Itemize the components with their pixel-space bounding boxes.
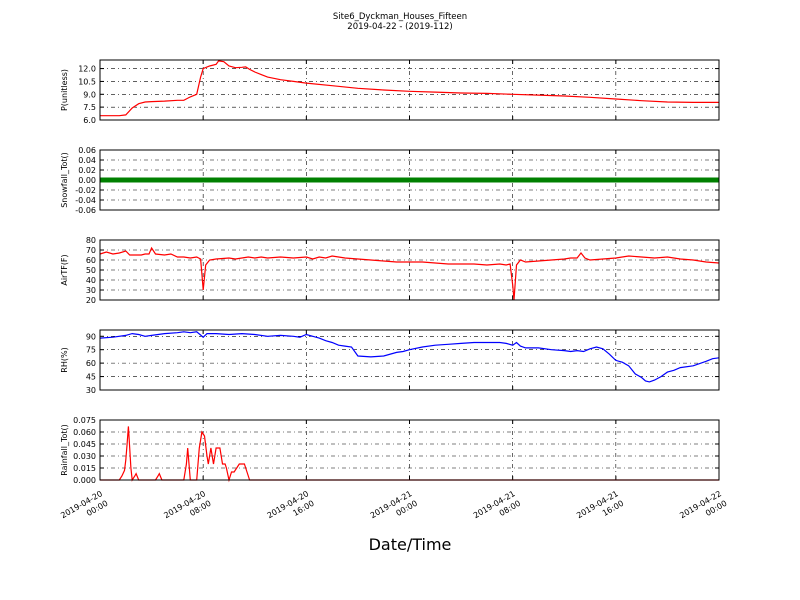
y-axis-label: Rainfall_Tot() xyxy=(60,424,69,476)
y-tick-label: 0.015 xyxy=(73,464,96,473)
y-tick-label: 50 xyxy=(86,266,96,275)
y-tick-label: -0.06 xyxy=(75,206,96,215)
panel-frame xyxy=(99,149,720,211)
y-tick-label: 30 xyxy=(86,386,96,395)
y-tick-label: 45 xyxy=(86,373,96,382)
y-tick-label: 12.0 xyxy=(78,65,96,74)
y-tick-label: 7.5 xyxy=(83,103,96,112)
y-tick-label: 0.075 xyxy=(73,416,96,425)
y-tick-label: -0.04 xyxy=(75,196,96,205)
panel-5: 0.000 0.015 0.030 0.045 0.060 0.075 Rainfall_T… xyxy=(60,416,720,485)
panel-frame xyxy=(99,329,720,391)
y-axis-label: P(unitless) xyxy=(60,69,69,111)
panel-frame xyxy=(99,419,720,481)
y-tick-label: 0.045 xyxy=(73,440,96,449)
y-tick-label: 9.0 xyxy=(83,90,96,99)
y-axis-label: AirTF(F) xyxy=(60,254,69,285)
y-tick-label: 60 xyxy=(86,359,96,368)
chart-title: Site6_Dyckman_Houses_Fifteen xyxy=(333,12,467,22)
panel-2: -0.06-0.04-0.020.000.020.040.06 Snowfall_… xyxy=(60,146,720,215)
y-tick-label: 30 xyxy=(86,286,96,295)
y-tick-label: 0.02 xyxy=(78,166,96,175)
series-line xyxy=(100,60,719,117)
y-axis-label: RH(%) xyxy=(60,347,69,372)
y-tick-label: 40 xyxy=(86,276,96,285)
y-tick-label: 10.5 xyxy=(78,77,96,86)
chart-panels: 6.0 7.5 9.0 10.5 12.0 P(unitless) -0.06-0.04-0… xyxy=(60,59,720,485)
x-axis-label: Date/Time xyxy=(369,535,452,554)
y-tick-label: 0.00 xyxy=(78,176,96,185)
panel-frame xyxy=(99,59,720,121)
y-tick-label: 70 xyxy=(86,246,96,255)
panel-frame xyxy=(99,239,720,301)
y-tick-label: 0.060 xyxy=(73,428,96,437)
y-tick-label: 0.000 xyxy=(73,476,96,485)
y-tick-label: 0.04 xyxy=(78,156,96,165)
series-line xyxy=(99,331,720,383)
y-tick-label: 0.06 xyxy=(78,146,96,155)
y-tick-label: 6.0 xyxy=(83,116,96,125)
panel-1: 6.0 7.5 9.0 10.5 12.0 P(unitless) xyxy=(60,59,720,125)
y-tick-label: 75 xyxy=(86,346,96,355)
y-tick-label: 0.030 xyxy=(73,452,96,461)
y-tick-label: 60 xyxy=(86,256,96,265)
chart-subtitle: 2019-04-22 - (2019-112) xyxy=(347,22,452,32)
y-axis-label: Snowfall_Tot() xyxy=(60,152,69,208)
y-tick-label: 20 xyxy=(86,296,96,305)
y-tick-label: -0.02 xyxy=(75,186,96,195)
series-line xyxy=(99,246,720,301)
series-line xyxy=(100,426,719,483)
y-tick-label: 90 xyxy=(86,332,96,341)
panel-4: 30 45 60 75 90 RH(%) xyxy=(60,329,720,395)
y-tick-label: 80 xyxy=(86,236,96,245)
